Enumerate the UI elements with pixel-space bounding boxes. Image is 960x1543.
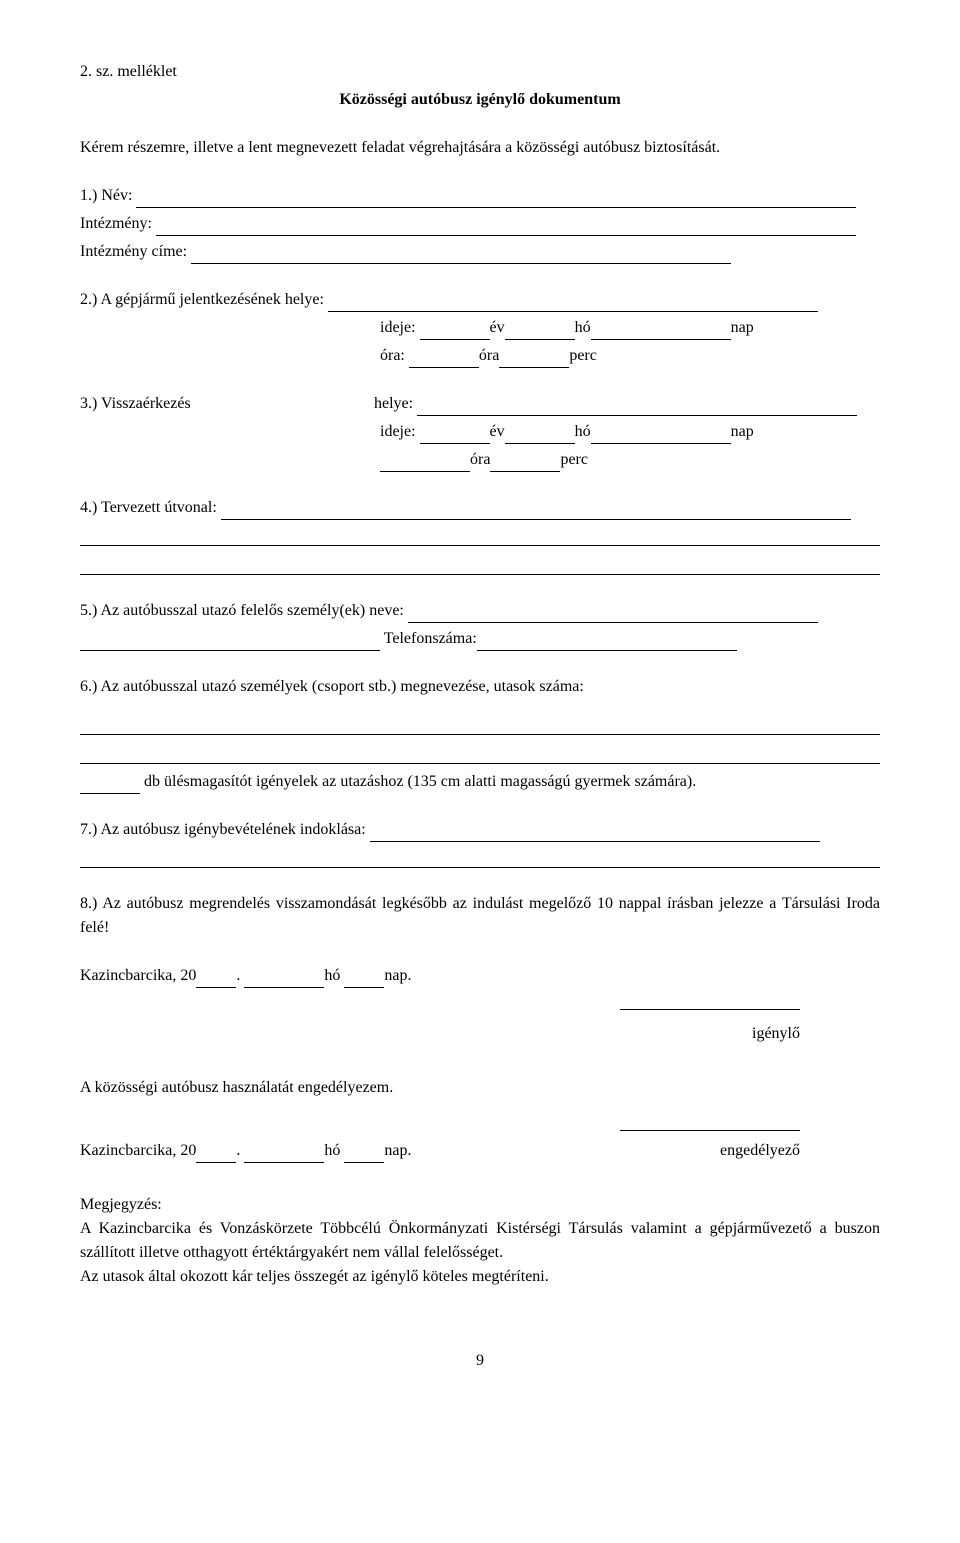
ev-label: év (490, 319, 505, 336)
phone-input-line[interactable] (477, 633, 737, 651)
approver-label: engedélyező (720, 1139, 880, 1163)
route-label: 4.) Tervezett útvonal: (80, 499, 217, 516)
route-input-line-3[interactable] (80, 552, 880, 574)
booster-count-input-line[interactable] (80, 776, 140, 794)
section-5: 5.) Az autóbusszal utazó felelős személy… (80, 599, 880, 651)
date-month-input-1[interactable] (244, 970, 324, 988)
responsible-label: 5.) Az autóbusszal utazó felelős személy… (80, 602, 404, 619)
responsible-input-line-2[interactable] (80, 633, 380, 651)
hour-input-line[interactable] (409, 350, 479, 368)
requester-label: igénylő (80, 1022, 880, 1046)
date-year-input-1[interactable] (196, 970, 236, 988)
passengers-label: 6.) Az autóbusszal utazó személyek (csop… (80, 678, 584, 695)
return-place-input-line[interactable] (417, 398, 857, 416)
date-year-input-2[interactable] (196, 1146, 236, 1164)
date-ho-1: hó (324, 967, 340, 984)
section-4: 4.) Tervezett útvonal: (80, 496, 880, 575)
date-nap-1: nap. (384, 967, 411, 984)
section-6: 6.) Az autóbusszal utazó személyek (csop… (80, 675, 880, 794)
nap-label: nap (731, 319, 754, 336)
document-title: Közösségi autóbusz igénylő dokumentum (80, 88, 880, 112)
year-input-line[interactable] (420, 322, 490, 340)
phone-label: Telefonszáma: (384, 630, 477, 647)
return-ev-label: év (490, 423, 505, 440)
reason-label: 7.) Az autóbusz igénybevételének indoklá… (80, 821, 366, 838)
section-7: 7.) Az autóbusz igénybevételének indoklá… (80, 818, 880, 868)
month-input-line[interactable] (505, 322, 575, 340)
date-month-input-2[interactable] (244, 1146, 324, 1164)
section-2: 2.) A gépjármű jelentkezésének helye: id… (80, 288, 880, 368)
date-ho-2: hó (324, 1142, 340, 1159)
route-input-line-1[interactable] (221, 502, 851, 520)
date-prefix-1: Kazincbarcika, 20 (80, 967, 196, 984)
intro-paragraph: Kérem részemre, illetve a lent megneveze… (80, 136, 880, 160)
minute-input-line[interactable] (499, 350, 569, 368)
return-ora-label: óra (470, 451, 490, 468)
date-dot-1: . (236, 967, 240, 984)
passengers-input-line-1[interactable] (80, 713, 880, 735)
return-nap-label: nap (731, 423, 754, 440)
note-line-1: A Kazincbarcika és Vonzáskörzete Többcél… (80, 1217, 880, 1265)
reason-input-line-1[interactable] (370, 824, 820, 842)
note-heading: Megjegyzés: (80, 1193, 880, 1217)
section-8-text: 8.) Az autóbusz megrendelés visszamondás… (80, 892, 880, 940)
section-1: 1.) Név: Intézmény: Intézmény címe: (80, 184, 880, 264)
passengers-input-line-2[interactable] (80, 741, 880, 763)
note-line-2: Az utasok által okozott kár teljes össze… (80, 1265, 880, 1289)
responsible-input-line[interactable] (408, 605, 818, 623)
date-day-input-2[interactable] (344, 1146, 384, 1164)
return-label: 3.) Visszaérkezés (80, 392, 370, 416)
date-day-input-1[interactable] (344, 970, 384, 988)
vehicle-place-input-line[interactable] (328, 294, 818, 312)
requester-signature-line[interactable] (620, 992, 800, 1010)
date-nap-2: nap. (384, 1142, 411, 1159)
perc-label: perc (569, 347, 597, 364)
return-ho-label: hó (575, 423, 591, 440)
date-prefix-2: Kazincbarcika, 20 (80, 1142, 196, 1159)
reason-input-line-2[interactable] (80, 846, 880, 868)
approval-text: A közösségi autóbusz használatát engedél… (80, 1076, 880, 1100)
ora-prefix-label: óra: (380, 347, 405, 364)
institution-input-line[interactable] (156, 218, 856, 236)
return-hour-input-line[interactable] (380, 454, 470, 472)
return-day-input-line[interactable] (591, 426, 731, 444)
ora-label: óra (479, 347, 499, 364)
page-number: 9 (80, 1349, 880, 1373)
helye-label: helye: (374, 395, 413, 412)
ideje-label: ideje: (380, 319, 416, 336)
institution-addr-label: Intézmény címe: (80, 243, 187, 260)
return-perc-label: perc (560, 451, 588, 468)
name-input-line[interactable] (136, 190, 856, 208)
date-dot-2: . (236, 1142, 240, 1159)
day-input-line[interactable] (591, 322, 731, 340)
section-3: 3.) Visszaérkezés helye: ideje: évhónap … (80, 392, 880, 472)
return-ideje-label: ideje: (380, 423, 416, 440)
annex-label: 2. sz. melléklet (80, 60, 880, 84)
vehicle-report-label: 2.) A gépjármű jelentkezésének helye: (80, 291, 324, 308)
name-label: 1.) Név: (80, 187, 132, 204)
route-input-line-2[interactable] (80, 524, 880, 546)
return-year-input-line[interactable] (420, 426, 490, 444)
approver-signature-line[interactable] (620, 1114, 800, 1132)
return-month-input-line[interactable] (505, 426, 575, 444)
institution-addr-input-line[interactable] (191, 246, 731, 264)
ho-label: hó (575, 319, 591, 336)
approval-section: A közösségi autóbusz használatát engedél… (80, 1076, 880, 1164)
date-signature-1: Kazincbarcika, 20. hó nap. igénylő (80, 964, 880, 1046)
institution-label: Intézmény: (80, 215, 152, 232)
return-minute-input-line[interactable] (490, 454, 560, 472)
note-section: Megjegyzés: A Kazincbarcika és Vonzáskör… (80, 1193, 880, 1289)
booster-text: db ülésmagasítót igényelek az utazáshoz … (140, 773, 696, 790)
